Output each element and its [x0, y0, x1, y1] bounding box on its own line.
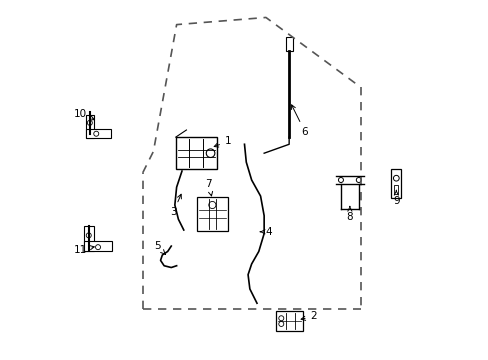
Text: 4: 4 [260, 227, 272, 237]
Bar [83, 242, 112, 251]
Bar [393, 185, 398, 194]
Text: 2: 2 [301, 311, 317, 321]
Text: 6: 6 [291, 105, 307, 137]
Text: 3: 3 [170, 194, 181, 217]
Text: 10: 10 [73, 109, 94, 120]
Bar [275, 311, 302, 331]
Text: 1: 1 [214, 136, 231, 147]
Text: 9: 9 [392, 190, 399, 206]
Bar [197, 197, 227, 231]
Text: 8: 8 [346, 207, 352, 222]
Text: 5: 5 [154, 241, 165, 255]
Bar [83, 226, 94, 251]
Text: 7: 7 [205, 179, 212, 196]
Text: 11: 11 [73, 245, 94, 255]
Bar [175, 137, 216, 169]
Bar [85, 115, 94, 138]
Bar [85, 129, 110, 138]
Bar [285, 37, 292, 51]
Bar [390, 169, 401, 198]
